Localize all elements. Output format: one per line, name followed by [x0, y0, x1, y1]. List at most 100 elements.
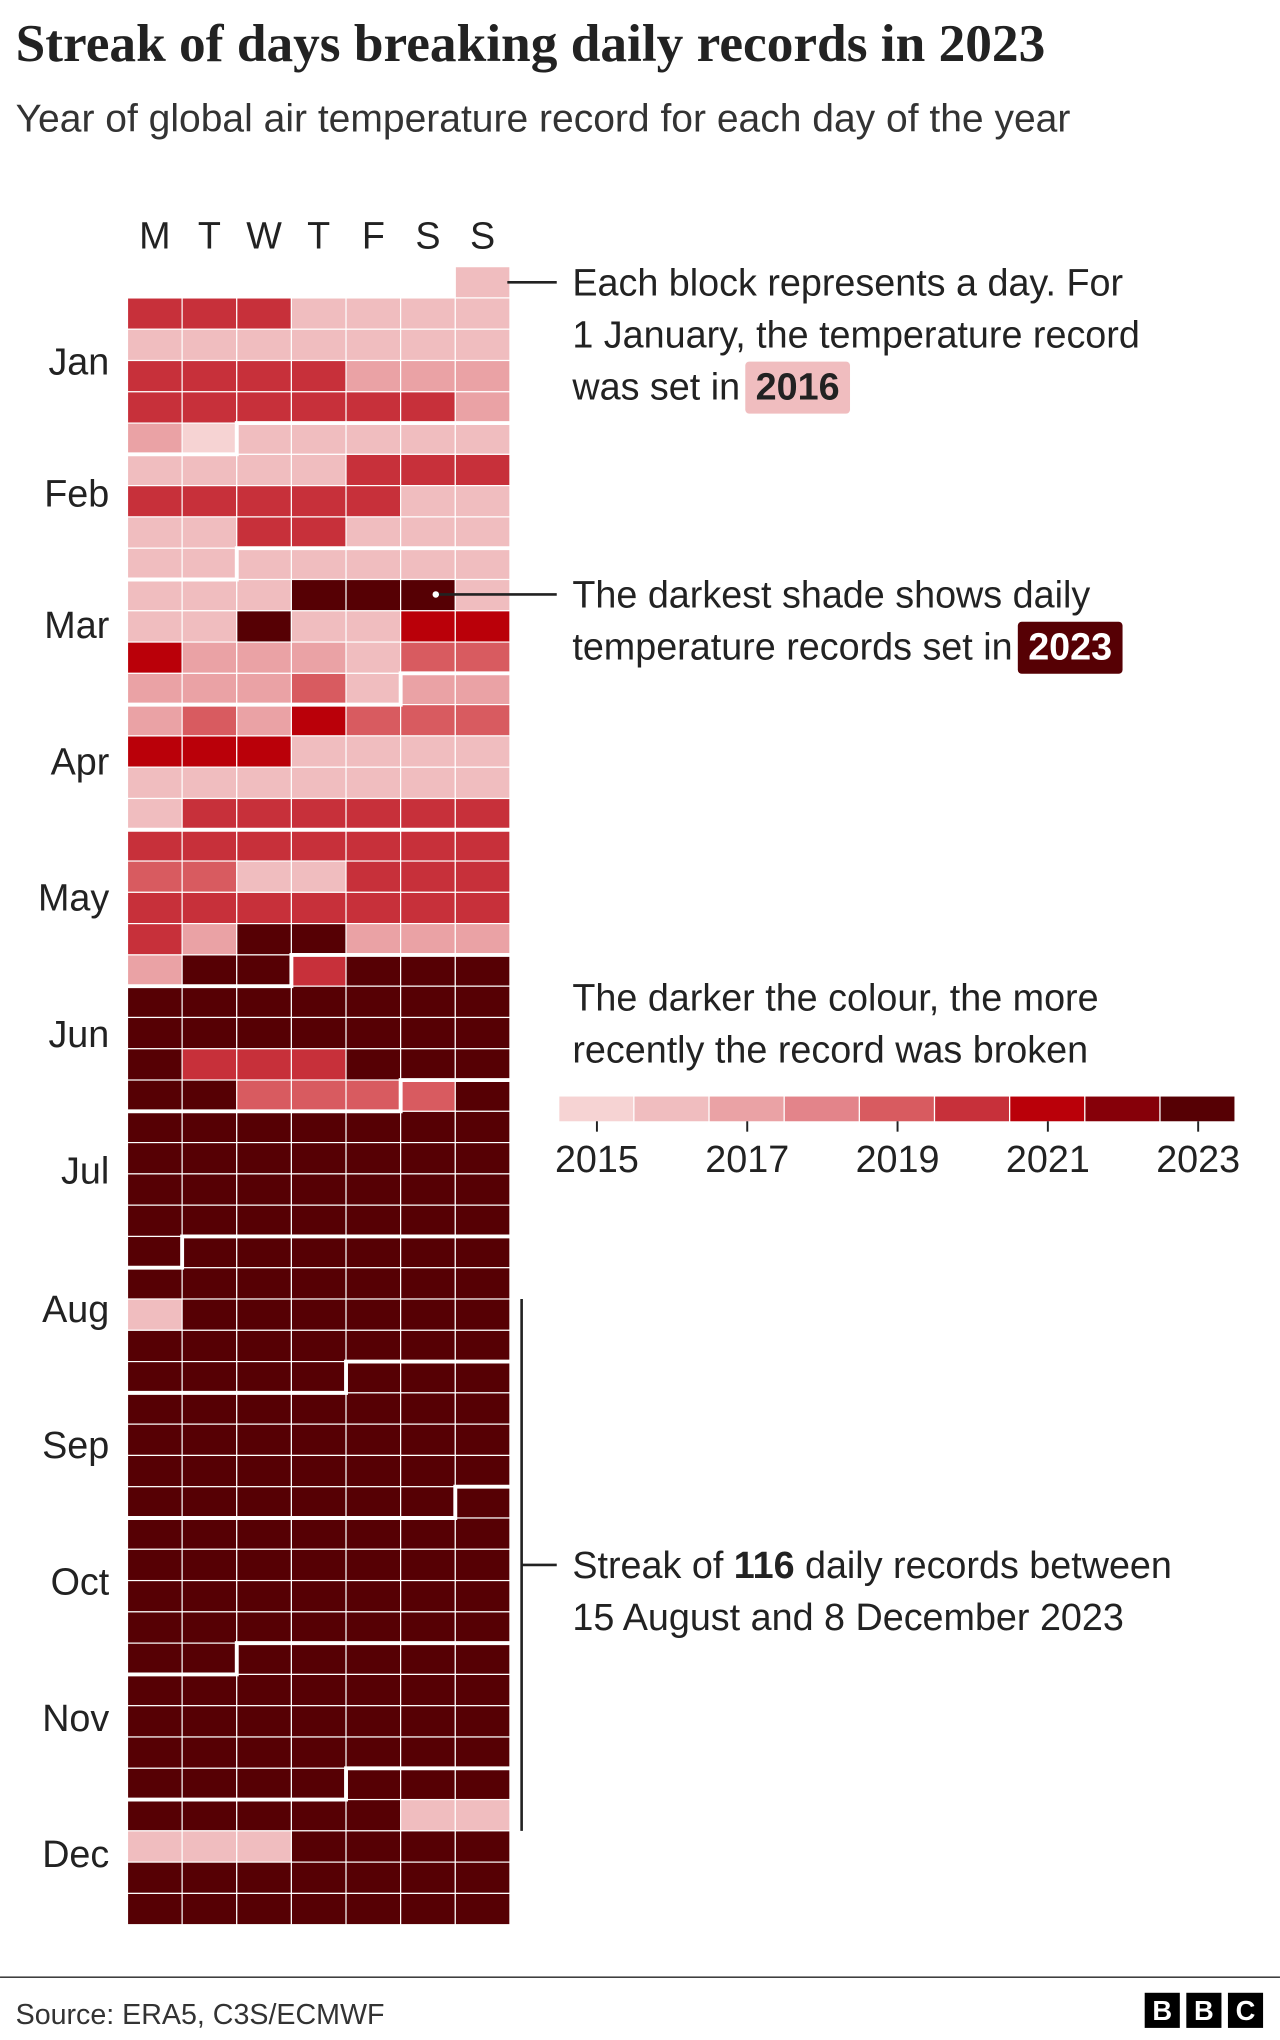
day-cell	[290, 1173, 347, 1206]
month-border	[127, 1484, 510, 1520]
day-cell	[181, 1642, 238, 1676]
day-cell	[400, 985, 456, 1019]
day-cell	[345, 1673, 402, 1707]
day-cell	[236, 1486, 292, 1519]
day-cell	[454, 1767, 511, 1801]
month-border	[127, 546, 510, 582]
day-cell	[345, 1861, 402, 1894]
day-cell	[126, 735, 183, 768]
month-border	[127, 1234, 510, 1270]
legend-tick-label: 2019	[856, 1138, 940, 1180]
day-cell	[290, 1454, 347, 1488]
day-cell	[236, 923, 292, 956]
day-cell	[454, 1079, 511, 1112]
month-label: Jan	[48, 340, 109, 382]
day-cell	[181, 1423, 238, 1457]
day-cell	[181, 1767, 238, 1801]
day-cell	[236, 422, 292, 455]
day-cell	[181, 1454, 238, 1488]
day-cell	[126, 1611, 183, 1644]
day-cell	[454, 1173, 511, 1206]
day-cell	[400, 1392, 456, 1425]
day-cell	[290, 1142, 347, 1175]
day-cell	[454, 453, 511, 487]
month-label: Apr	[51, 740, 110, 782]
day-cell	[400, 954, 456, 987]
day-cell	[126, 1423, 183, 1457]
logo-letter: C	[1236, 1995, 1256, 2026]
day-cell	[454, 923, 511, 956]
legend-tick-label: 2015	[555, 1138, 639, 1180]
day-cell	[126, 1235, 183, 1269]
day-cell	[290, 704, 347, 737]
day-cell	[290, 829, 347, 862]
day-cell	[400, 1360, 456, 1394]
day-cell	[400, 1454, 456, 1488]
day-cell	[454, 1298, 511, 1331]
month-border	[127, 421, 510, 457]
day-cell	[181, 1329, 238, 1363]
annotation-text: Each block represents a day. For	[572, 261, 1123, 303]
day-cell	[345, 1016, 402, 1050]
day-cell	[181, 1611, 238, 1644]
day-cell	[454, 1642, 511, 1676]
day-cell	[290, 1673, 347, 1707]
day-cell	[345, 1798, 402, 1832]
day-cell	[345, 1736, 402, 1769]
day-cell	[454, 1048, 511, 1081]
day-cell	[126, 610, 183, 643]
day-cell	[454, 1548, 511, 1582]
day-cell	[126, 923, 183, 956]
day-cell	[454, 766, 511, 800]
day-cell	[400, 485, 456, 518]
day-cell	[345, 766, 402, 800]
day-cell	[236, 1110, 292, 1144]
day-cell	[290, 954, 347, 987]
day-cell	[454, 1360, 511, 1394]
day-cell	[236, 1016, 292, 1050]
day-cell	[126, 1579, 183, 1613]
day-cell	[290, 1642, 347, 1676]
day-cell	[181, 797, 238, 831]
day-cell	[400, 1673, 456, 1707]
day-cell	[454, 547, 511, 581]
day-cell	[181, 1705, 238, 1738]
day-cell	[126, 1830, 183, 1863]
day-cell	[454, 422, 511, 455]
day-cell	[126, 422, 183, 455]
day-cell	[400, 1048, 456, 1081]
day-cell	[400, 1517, 456, 1550]
day-cell	[454, 266, 511, 299]
day-cell	[236, 704, 292, 737]
day-cell	[181, 766, 238, 800]
day-cell	[181, 1673, 238, 1707]
day-cell	[454, 1798, 511, 1832]
day-cell	[345, 1892, 402, 1926]
day-cell	[400, 1267, 456, 1300]
day-cell	[236, 297, 292, 330]
day-cell	[400, 1705, 456, 1738]
day-cell	[181, 860, 238, 893]
day-cell	[181, 891, 238, 925]
day-cell	[400, 297, 456, 330]
day-cell	[126, 891, 183, 925]
day-cell	[236, 1611, 292, 1644]
day-cell	[236, 1579, 292, 1613]
legend-swatch	[859, 1096, 934, 1122]
day-cell	[290, 1486, 347, 1519]
day-cell	[454, 1454, 511, 1488]
day-cell	[290, 1329, 347, 1363]
day-cell	[400, 797, 456, 831]
day-cell	[400, 735, 456, 768]
day-cell	[236, 1267, 292, 1300]
day-cell	[345, 1611, 402, 1644]
day-cell	[290, 610, 347, 643]
day-cell	[400, 1016, 456, 1050]
day-cell	[181, 1360, 238, 1394]
day-cell	[126, 1173, 183, 1206]
legend-swatch	[709, 1096, 784, 1122]
day-cell	[400, 1235, 456, 1269]
day-cell	[126, 1454, 183, 1488]
day-cell	[236, 1705, 292, 1738]
